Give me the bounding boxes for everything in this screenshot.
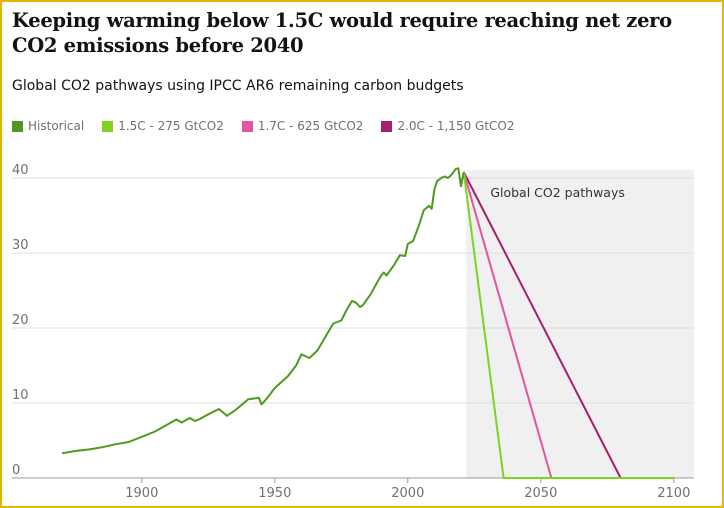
legend-label-historical: Historical — [28, 119, 85, 133]
y-tick-label: 30 — [12, 238, 29, 253]
legend-item-historical: Historical — [12, 119, 84, 133]
legend-label-2-0c: 2.0C - 1,150 GtCO2 — [397, 119, 515, 133]
x-tick-label: 2100 — [657, 486, 690, 501]
x-tick-label: 2000 — [391, 486, 424, 501]
legend-swatch-1-5c — [102, 120, 114, 132]
y-tick-label: 0 — [12, 463, 20, 478]
historical-line — [61, 167, 465, 455]
chart-subtitle: Global CO2 pathways using IPCC AR6 remai… — [12, 78, 464, 94]
legend-swatch-2-0c — [381, 120, 393, 132]
annotation-label: Global CO2 pathways — [490, 185, 625, 200]
projection-shade — [466, 170, 694, 478]
x-tick-label: 2050 — [524, 486, 557, 501]
legend-item-1-7c: 1.7C - 625 GtCO2 — [241, 119, 364, 133]
legend-swatch-historical — [12, 120, 23, 132]
y-tick-label: 10 — [12, 388, 29, 403]
x-tick-label: 1900 — [125, 486, 158, 501]
y-tick-label: 40 — [12, 163, 29, 178]
legend-item-2-0c: 2.0C - 1,150 GtCO2 — [381, 119, 515, 133]
chart-title: Keeping warming below 1.5C would require… — [12, 9, 672, 57]
x-tick-label: 1950 — [258, 486, 291, 501]
legend: Historical 1.5C - 275 GtCO2 1.7C - 625 G… — [12, 119, 515, 133]
legend-label-1-5c: 1.5C - 275 GtCO2 — [118, 119, 224, 133]
pathway-1-5c-line — [462, 171, 674, 479]
y-tick-label: 20 — [12, 313, 29, 328]
legend-swatch-1-7c — [241, 120, 253, 132]
legend-label-1-7c: 1.7C - 625 GtCO2 — [257, 119, 364, 133]
legend-item-1-5c: 1.5C - 275 GtCO2 — [102, 119, 224, 133]
